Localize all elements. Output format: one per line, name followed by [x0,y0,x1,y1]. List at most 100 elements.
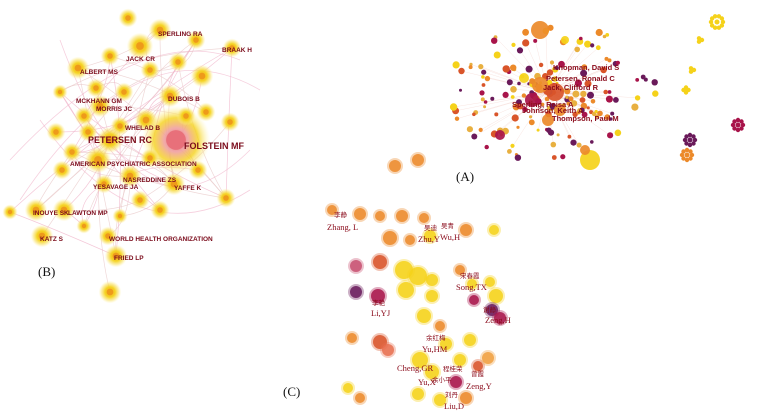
a-node [466,126,473,133]
c-label-yuhongmei-cn: 余红梅 [426,333,446,342]
c-node [485,277,495,287]
c-node [469,295,479,305]
c-node [455,265,465,275]
c-node [395,261,413,279]
panel-c-nodes [325,152,508,408]
a-cluster-node [740,122,746,128]
b-label-braak: BRAAK H [222,47,252,54]
a-node [580,90,587,98]
c-node [409,267,427,285]
c-node [486,304,498,316]
a-node [634,95,641,101]
a-node [590,140,594,144]
a-node [581,111,588,118]
a-cluster-node [735,127,741,133]
c-node [460,392,472,404]
a-node [565,95,569,100]
a-node [516,99,522,106]
a-node [507,149,512,154]
a-node [594,109,598,114]
panel-c-labels: 李静 Zhang, L 吴青 吴迪 Zhu,Y Wu,H 宋春霞 Song,TX… [327,210,511,411]
c-node [375,211,385,221]
a-cluster-node [687,132,693,138]
a-node [522,106,528,113]
c-node [494,312,506,324]
c-label-songchunxia-cn: 宋春霞 [460,271,480,280]
a-node [603,89,608,95]
b-label-yesavage: YESAVAGE JA [93,184,139,191]
c-label-yu-hm: Yu,HM [422,344,448,354]
b-node-core [156,26,164,34]
c-node [450,376,462,388]
c-label-liyan-cn: 李艳 [372,298,386,307]
c-node [355,393,365,403]
a-node [614,129,622,137]
a-node [570,100,578,107]
a-node [484,75,491,82]
a-cluster-node [732,126,737,131]
a-node [580,102,588,110]
b-node-core [193,37,199,43]
a-edge [547,91,580,146]
a-node [602,34,607,39]
b-node-core [74,64,82,72]
b-label-katz: KATZ S [40,236,64,243]
panel-b-network: SPERLING RA BRAAK H JACK CR ALBERT MS MC… [2,8,261,304]
a-cluster-node [679,152,685,158]
b-node-core [175,59,181,65]
a-label-jack: Jack, Clifford R [543,83,599,92]
a-node [528,119,535,126]
b-node-core [81,223,87,229]
c-label-wu: Wu,H [440,232,460,242]
a-cluster-node [692,137,698,143]
c-node [412,388,424,400]
a-node [551,155,557,160]
a-hub-node [542,114,554,126]
b-label-inouye: INOUYE SK [33,210,69,217]
c-label-liu: Liu,D [444,401,464,411]
a-label-thompson: Thompson, Paul M [552,114,619,123]
a-node [525,65,533,73]
c-node [382,344,394,356]
c-node [424,230,436,242]
a-cluster-node [739,126,744,131]
b-node-core [157,207,163,213]
c-label-li: Li,YJ [371,308,391,318]
a-node [481,69,487,75]
a-node [609,117,613,121]
b-label-apa: AMERICAN PSYCHIATRIC ASSOCIATION [70,161,197,168]
a-node [536,128,540,132]
a-node [522,39,530,47]
a-node [483,105,487,109]
a-cluster-node [683,87,689,93]
panel-b-nodes [2,8,242,304]
a-node [586,106,590,110]
c-label-zhang: Zhang, L [327,222,358,232]
a-cluster-node [691,141,696,146]
panel-a-nodes [449,14,746,170]
a-node [607,132,614,139]
b-node-core [229,45,235,51]
a-node [478,64,484,70]
c-node [489,225,499,235]
a-hub-node [561,36,569,44]
a-node [610,111,615,116]
a-cluster-node [687,142,693,148]
a-cluster-node [719,16,725,21]
panel-c-network: 李静 Zhang, L 吴青 吴迪 Zhu,Y Wu,H 宋春霞 Song,TX… [283,152,511,411]
c-node [440,338,452,350]
c-node [389,160,401,172]
a-node [483,100,488,104]
c-node [405,235,415,245]
c-label-song: Song,TX [456,282,487,292]
b-label-nasreddine: NASREDDINE ZS [123,177,177,184]
a-node [615,60,621,65]
c-node [434,394,446,406]
b-node-core [96,102,104,110]
b-node-core [166,130,186,150]
a-node [577,108,582,113]
a-node [511,42,516,48]
b-edge [9,211,117,257]
c-node [464,334,476,346]
b-node-core [7,209,13,215]
